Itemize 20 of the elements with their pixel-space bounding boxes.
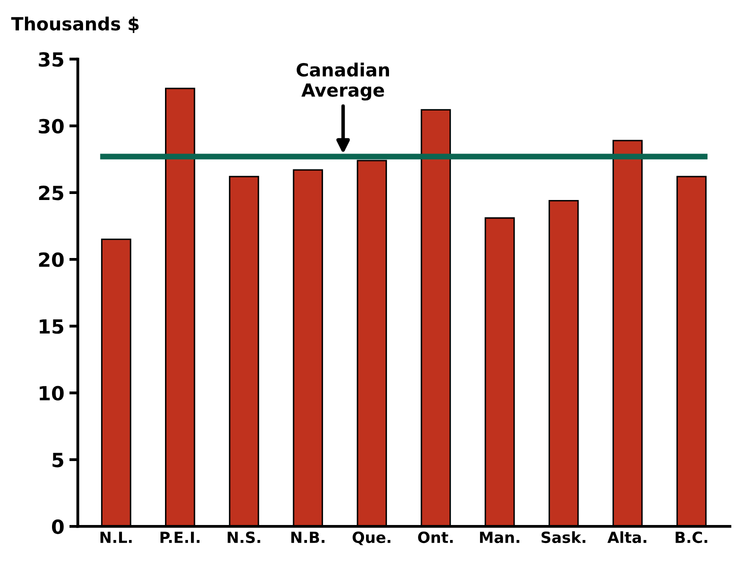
x-tick-label: Sask. xyxy=(542,531,586,544)
x-tick-label: N.L. xyxy=(100,532,132,543)
y-axis-title: Thousands $ xyxy=(11,16,139,33)
x-tick-label: Man. xyxy=(480,532,520,544)
x-tick-label: B.C. xyxy=(676,532,708,544)
y-tick-label: 30 xyxy=(38,118,64,134)
ref-line-label: Canadian Average xyxy=(296,62,390,101)
y-tick-label: 35 xyxy=(38,52,64,67)
y-tick-label: 25 xyxy=(39,186,64,200)
x-tick-label: N.B. xyxy=(291,532,324,543)
y-tick-label: 5 xyxy=(52,452,64,468)
y-tick-label: 10 xyxy=(40,386,64,401)
x-tick-label: P.E.I. xyxy=(160,532,200,543)
x-tick-label: Que. xyxy=(352,532,390,546)
x-tick-label: N.S. xyxy=(228,532,260,544)
y-tick-label: 0 xyxy=(52,519,64,534)
y-tick-label: 15 xyxy=(40,319,64,334)
x-tick-label: Ont. xyxy=(418,532,453,544)
x-tick-label: Alta. xyxy=(607,531,646,544)
y-tick-label: 20 xyxy=(39,252,64,268)
